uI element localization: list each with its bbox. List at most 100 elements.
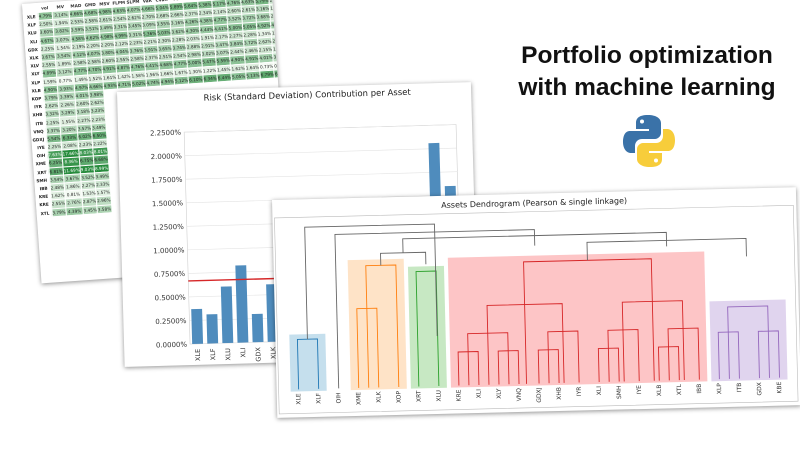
- x-tick-label: XLK: [269, 346, 277, 359]
- heatmap-cell: 5.05%: [231, 71, 247, 81]
- x-tick-label: XLE: [194, 349, 202, 361]
- bar: [235, 265, 249, 343]
- dendrogram-cluster-boxes: [289, 251, 788, 392]
- heatmap-cell: 3.58%: [97, 204, 112, 214]
- heatmap-cell: 7.66%: [288, 67, 291, 77]
- leaf-label: SMH: [616, 385, 623, 399]
- bar: [206, 314, 219, 344]
- leaf-label: ITB: [736, 383, 743, 393]
- heatmap-cell: 4.74%: [145, 77, 161, 87]
- leaf-label: XOP: [395, 390, 402, 403]
- leaf-label: XLE: [295, 393, 302, 405]
- heatmap-cell: 1.66%: [269, 3, 285, 13]
- heatmap-cell: 6.05%: [274, 68, 289, 78]
- leaf-label: GDX: [756, 382, 763, 396]
- leaf-label: XLU: [435, 390, 442, 402]
- heatmap-cell: 5.12%: [174, 75, 189, 85]
- dendrogram-frame: [274, 204, 799, 415]
- dendrogram-links: [296, 223, 780, 390]
- heatmap-cell: 1.62%: [271, 27, 287, 38]
- leaf-label: XRT: [415, 390, 422, 402]
- heatmap-cell: 4.93%: [102, 80, 118, 90]
- dendrogram-title: Assets Dendrogram (Pearson & single link…: [441, 196, 627, 210]
- heatmap-cell: 6.10%: [188, 74, 204, 84]
- dendrogram-link: [415, 270, 440, 387]
- heatmap-cell: 0.72%: [287, 59, 291, 69]
- leaf-label: XLI: [596, 386, 603, 396]
- leaf-label: IYR: [576, 386, 583, 396]
- y-tick-label: 0.7500%: [154, 270, 186, 279]
- heatmap-cell: 3.79%: [51, 207, 67, 217]
- leaf-label: XLK: [375, 390, 382, 403]
- heatmap-cell: 4.39%: [65, 206, 84, 216]
- y-tick-label: 2.2500%: [150, 129, 182, 138]
- headline-line-2: with machine learning: [518, 74, 776, 101]
- assets-dendrogram: Assets Dendrogram (Pearson & single link…: [272, 187, 800, 418]
- heatmap-cell: 1.86%: [272, 44, 288, 54]
- headline-line-1: Portfolio optimization: [521, 42, 773, 69]
- leaf-label: OIH: [335, 392, 342, 403]
- y-tick-label: 0.2500%: [155, 317, 187, 326]
- x-tick-label: GDX: [254, 347, 262, 362]
- heatmap-cell: 4.94%: [159, 76, 175, 86]
- leaf-label: GDXJ: [536, 387, 543, 403]
- gridline: [184, 124, 457, 133]
- dendrogram-link: [304, 223, 438, 340]
- heatmap-cell: 6.44%: [216, 72, 232, 82]
- leaf-label: XLY: [496, 388, 503, 399]
- bar: [191, 308, 204, 344]
- heatmap-cell: 1.98%: [286, 43, 291, 53]
- leaf-label: XLF: [315, 392, 322, 404]
- y-tick-label: 0.0000%: [156, 341, 188, 350]
- y-tick-label: 0.5000%: [155, 294, 187, 303]
- leaf-label: KBE: [776, 381, 783, 393]
- leaf-label: XLI: [476, 389, 483, 399]
- heatmap-cell: 6.34%: [202, 73, 218, 83]
- leaf-label: VNQ: [516, 388, 523, 402]
- gridline: [184, 147, 457, 156]
- y-tick-label: 1.0000%: [153, 246, 185, 255]
- gridline: [185, 171, 458, 180]
- y-tick-label: 1.2500%: [153, 223, 185, 232]
- bar: [220, 286, 234, 344]
- leaf-label: XHB: [556, 387, 563, 400]
- heatmap-cell: 0.91%: [273, 60, 289, 70]
- headline: Portfolio optimization with machine lear…: [512, 40, 782, 104]
- dendrogram-link: [334, 250, 340, 389]
- heatmap-cell: 3.55%: [283, 0, 291, 4]
- x-tick-label: XLF: [209, 348, 217, 360]
- x-tick-label: XLU: [224, 348, 232, 361]
- bar: [251, 313, 264, 343]
- dendrogram-link: [727, 305, 770, 379]
- heatmap-cell: 6.79%: [259, 69, 275, 79]
- cluster-box: [289, 333, 327, 392]
- cluster-box: [407, 265, 447, 389]
- cluster-box: [709, 299, 788, 382]
- dendrogram-link: [365, 264, 400, 388]
- heatmap-cell: 2.27%: [270, 11, 285, 21]
- heatmap-cell: 1.69%: [285, 26, 291, 37]
- y-tick-label: 2.0000%: [151, 152, 183, 161]
- heatmap-cell: 2.55%: [271, 36, 287, 46]
- heatmap-cell: 3.45%: [82, 205, 98, 215]
- risk-contribution-y-ticks: 0.0000% 0.2500% 0.5000% 0.7500% 1.0000% 1.250…: [150, 129, 188, 350]
- heatmap-row-label: XTL: [36, 208, 53, 218]
- heatmap-cell: 2.34%: [286, 35, 291, 45]
- leaf-label: XLB: [656, 385, 663, 397]
- leaf-label: XME: [355, 392, 362, 405]
- heatmap-cell: 2.56%: [284, 10, 291, 20]
- leaf-label: KRE: [456, 389, 463, 401]
- heatmap-cell: 4.71%: [117, 79, 132, 89]
- cluster-box: [447, 251, 708, 388]
- heatmap-cell: 2.92%: [287, 51, 291, 61]
- dendrogram-leaf-labels: XLE XLF OIH XME XLK XOP XRT XLU KRE XLI XLY VNQ GDXJ…: [295, 381, 783, 405]
- python-logo-icon: [620, 112, 678, 174]
- leaf-label: XLP: [716, 383, 723, 395]
- y-tick-label: 1.5000%: [152, 199, 184, 208]
- heatmap-cell: 5.02%: [131, 78, 147, 88]
- heatmap-cell: 2.16%: [283, 2, 291, 12]
- x-tick-label: XLI: [239, 347, 247, 357]
- leaf-label: XTL: [676, 383, 683, 395]
- heatmap-cell: 4.23%: [284, 18, 291, 28]
- dendrogram-svg: Assets Dendrogram (Pearson & single link…: [274, 196, 799, 415]
